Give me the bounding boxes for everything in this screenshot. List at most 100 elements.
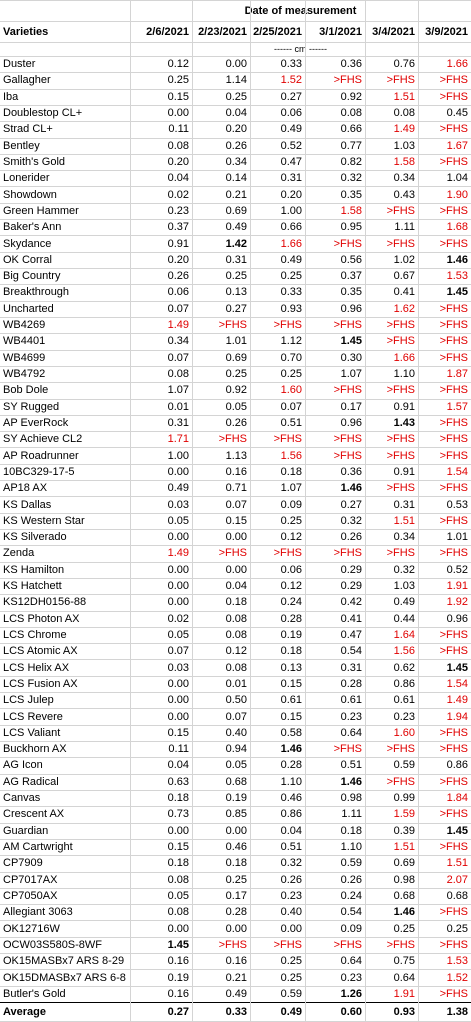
measurement: 0.17 (225, 889, 247, 902)
measurement: >FHS (333, 74, 362, 87)
measurement: 1.51 (393, 841, 415, 854)
measurement: 0.07 (167, 645, 189, 658)
measurement: 1.57 (446, 400, 468, 413)
measurement: 0.92 (340, 90, 362, 103)
measurement: 1.66 (393, 351, 415, 364)
variety-name: WB4792 (3, 368, 46, 381)
variety-name: Big Country (3, 270, 61, 283)
measurement: 0.51 (280, 841, 302, 854)
measurement: 1.46 (340, 775, 362, 788)
measurement: 0.32 (280, 857, 302, 870)
measurement: 0.06 (280, 563, 302, 576)
measurement: 0.20 (167, 156, 189, 168)
measurement: 0.52 (446, 563, 468, 576)
measurement: 0.03 (167, 498, 189, 511)
measurement: 0.99 (393, 792, 415, 805)
row-border (0, 904, 471, 905)
row-border (0, 496, 471, 497)
measurement: >FHS (386, 237, 415, 250)
measurement: 0.98 (393, 873, 415, 886)
measurement: 0.31 (280, 172, 302, 185)
variety-name: Bob Dole (3, 384, 49, 397)
row-border (0, 725, 471, 726)
measurement: 2.07 (446, 873, 468, 886)
measurement: >FHS (386, 482, 415, 495)
measurement: 0.40 (225, 726, 247, 739)
measurement: 0.13 (280, 661, 302, 674)
measurement: 0.31 (225, 253, 247, 266)
variety-name: OK15MASBx7 ARS 8-29 (3, 955, 125, 968)
measurement: 0.45 (446, 107, 468, 120)
measurement: >FHS (386, 433, 415, 446)
measurement: 0.16 (167, 987, 189, 1000)
measurement: >FHS (333, 449, 362, 462)
measurement: 0.25 (280, 971, 302, 984)
measurement: 1.45 (446, 824, 468, 837)
variety-name: Buckhorn AX (3, 743, 67, 756)
measurement: 1.10 (340, 841, 362, 854)
measurement: 0.15 (280, 677, 302, 690)
measurement: 1.49 (446, 694, 468, 707)
variety-name: AP Roadrunner (3, 449, 79, 462)
measurement: >FHS (439, 416, 468, 429)
measurement: 0.15 (167, 726, 189, 739)
measurement: 1.49 (393, 123, 415, 136)
measurement: 0.05 (167, 889, 189, 902)
measurement: 0.12 (280, 531, 302, 544)
measurement: 1.49 (167, 547, 189, 560)
row-border (0, 611, 471, 612)
row-border (0, 806, 471, 807)
measurement: 0.18 (280, 465, 302, 478)
measurement: 0.58 (280, 726, 302, 739)
measurement: 1.07 (167, 384, 189, 397)
measurement: >FHS (439, 384, 468, 397)
row-border (0, 301, 471, 302)
row-border (0, 757, 471, 758)
measurement: >FHS (439, 74, 468, 87)
measurement: 0.33 (280, 286, 302, 299)
measurement: 1.46 (393, 906, 415, 919)
measurement: 1.64 (393, 629, 415, 641)
row-border (0, 170, 471, 171)
measurement: >FHS (273, 547, 302, 560)
measurement: 0.28 (280, 612, 302, 625)
measurement: >FHS (333, 237, 362, 250)
measurement: 1.84 (446, 792, 468, 805)
row-border (0, 839, 471, 840)
row-border (0, 578, 471, 579)
measurement: 0.75 (393, 955, 415, 968)
measurement: 0.96 (340, 302, 362, 315)
measurement: >FHS (439, 987, 468, 1000)
measurement: 0.47 (340, 629, 362, 641)
variety-name: LCS Fusion AX (3, 677, 78, 690)
measurement: 1.07 (280, 482, 302, 495)
measurement: 1.45 (446, 661, 468, 674)
variety-name: OK15DMASBx7 ARS 6-8 (3, 971, 126, 984)
measurement: 0.33 (280, 58, 302, 71)
measurement: 0.11 (168, 123, 189, 136)
measurement: 0.59 (280, 987, 302, 1000)
variety-name: Lonerider (3, 172, 50, 185)
variety-name: SY Achieve CL2 (3, 433, 83, 446)
measurement: >FHS (273, 433, 302, 446)
row-border (0, 42, 471, 43)
measurement: 0.54 (340, 906, 362, 919)
measurement: >FHS (386, 938, 415, 951)
variety-name: KS12DH0156-88 (3, 596, 87, 609)
row-border (0, 774, 471, 775)
measurement: 0.68 (225, 775, 247, 788)
row-border (0, 21, 471, 22)
average-value: 0.60 (340, 1006, 362, 1018)
row-border (0, 235, 471, 236)
measurement: 1.00 (167, 449, 189, 462)
column-border (418, 0, 419, 1022)
measurement: 0.05 (225, 400, 247, 413)
variety-name: LCS Helix AX (3, 661, 70, 674)
measurement: >FHS (218, 547, 247, 560)
measurement: 0.54 (340, 645, 362, 658)
measurement: 1.45 (340, 335, 362, 348)
row-border (0, 855, 471, 856)
measurement: 0.12 (280, 580, 302, 593)
measurement: 1.13 (225, 449, 247, 462)
variety-name: KS Dallas (3, 498, 52, 511)
